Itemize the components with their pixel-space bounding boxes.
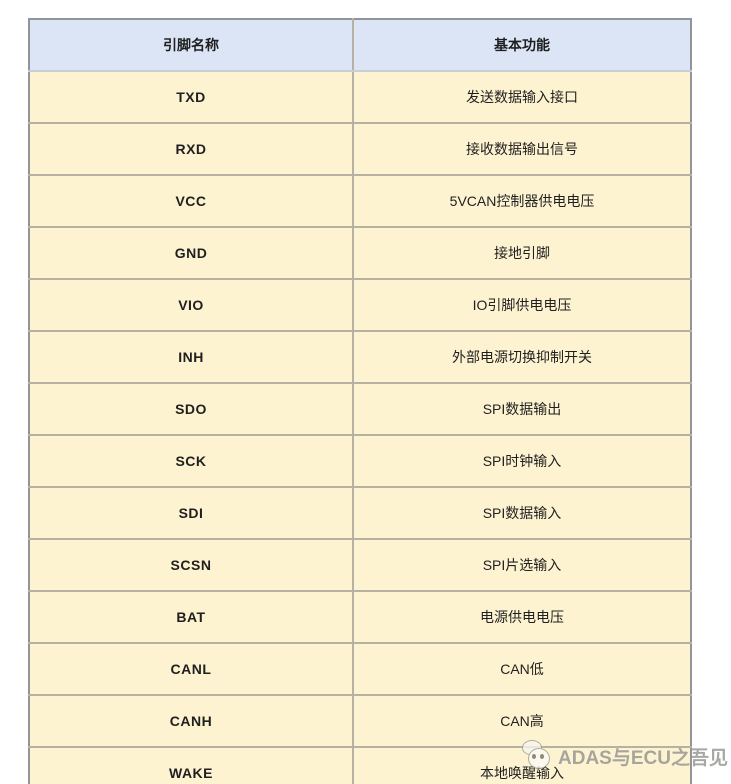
- pin-function-cell: SPI数据输入: [352, 486, 692, 540]
- header-basic-function: 基本功能: [352, 18, 692, 72]
- table-row: INH 外部电源切换抑制开关: [28, 330, 692, 384]
- pin-name-cell: SCK: [28, 434, 354, 488]
- pin-function-cell: CAN高: [352, 694, 692, 748]
- header-pin-name: 引脚名称: [28, 18, 354, 72]
- pin-function-cell: 接收数据输出信号: [352, 122, 692, 176]
- table-row: GND 接地引脚: [28, 226, 692, 280]
- pin-name-cell: SDO: [28, 382, 354, 436]
- pin-name-cell: INH: [28, 330, 354, 384]
- pin-function-cell: CAN低: [352, 642, 692, 696]
- pin-name-cell: TXD: [28, 70, 354, 124]
- pin-function-cell: 外部电源切换抑制开关: [352, 330, 692, 384]
- pin-function-cell: 电源供电电压: [352, 590, 692, 644]
- table-row: SCK SPI时钟输入: [28, 434, 692, 488]
- table-body: TXD 发送数据输入接口 RXD 接收数据输出信号 VCC 5VCAN控制器供电…: [28, 70, 692, 784]
- pin-function-cell: 接地引脚: [352, 226, 692, 280]
- pin-function-cell: SPI片选输入: [352, 538, 692, 592]
- table-row: SDO SPI数据输出: [28, 382, 692, 436]
- pin-name-cell: CANH: [28, 694, 354, 748]
- pin-name-cell: CANL: [28, 642, 354, 696]
- table-row: VIO IO引脚供电电压: [28, 278, 692, 332]
- pin-function-cell: 本地唤醒输入: [352, 746, 692, 784]
- table-row: SDI SPI数据输入: [28, 486, 692, 540]
- pin-function-cell: SPI数据输出: [352, 382, 692, 436]
- pin-function-cell: 5VCAN控制器供电电压: [352, 174, 692, 228]
- pin-name-cell: BAT: [28, 590, 354, 644]
- table-row: BAT 电源供电电压: [28, 590, 692, 644]
- pin-name-cell: RXD: [28, 122, 354, 176]
- table-row: CANL CAN低: [28, 642, 692, 696]
- pin-function-cell: SPI时钟输入: [352, 434, 692, 488]
- pin-function-cell: IO引脚供电电压: [352, 278, 692, 332]
- pin-name-cell: VCC: [28, 174, 354, 228]
- table-row: SCSN SPI片选输入: [28, 538, 692, 592]
- pin-name-cell: SCSN: [28, 538, 354, 592]
- pin-name-cell: GND: [28, 226, 354, 280]
- table-row: RXD 接收数据输出信号: [28, 122, 692, 176]
- pin-name-cell: SDI: [28, 486, 354, 540]
- table-row: TXD 发送数据输入接口: [28, 70, 692, 124]
- table-row: VCC 5VCAN控制器供电电压: [28, 174, 692, 228]
- pin-function-table: 引脚名称 基本功能 TXD 发送数据输入接口 RXD 接收数据输出信号 VCC …: [28, 18, 692, 784]
- table-row: CANH CAN高: [28, 694, 692, 748]
- header-row: 引脚名称 基本功能: [28, 18, 692, 72]
- table-header: 引脚名称 基本功能: [28, 18, 692, 72]
- pin-function-cell: 发送数据输入接口: [352, 70, 692, 124]
- table-row: WAKE 本地唤醒输入: [28, 746, 692, 784]
- pin-name-cell: VIO: [28, 278, 354, 332]
- pin-name-cell: WAKE: [28, 746, 354, 784]
